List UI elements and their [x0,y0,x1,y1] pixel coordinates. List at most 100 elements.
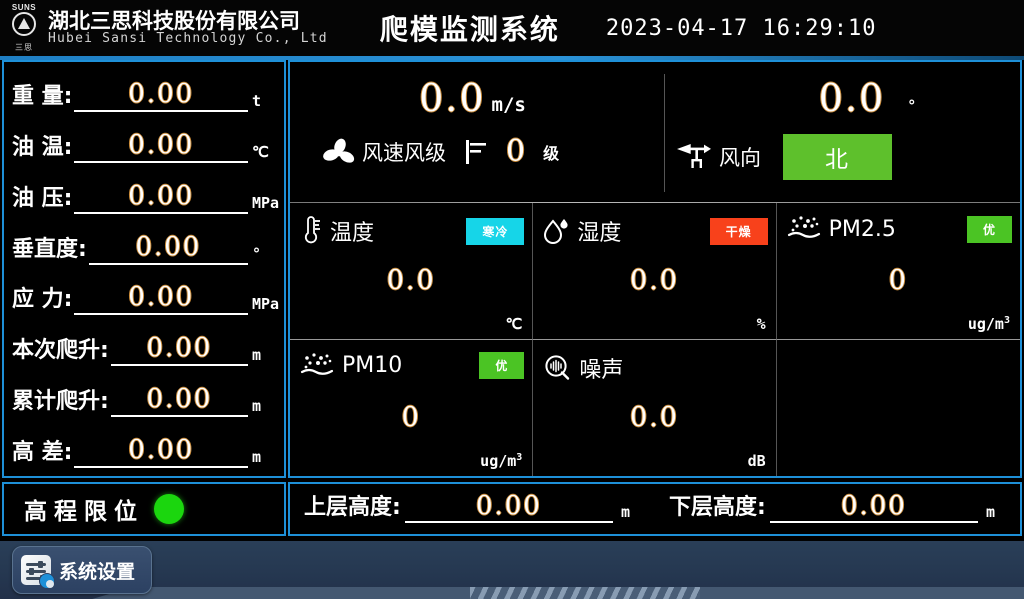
lower-height-field[interactable]: 0.00 [769,491,978,523]
sensor-value: 0.0 [630,265,679,296]
upper-height-field[interactable]: 0.00 [404,491,613,523]
measurement-value-field[interactable]: 0.00 [74,435,248,468]
weather-vane-icon [677,142,713,172]
measurement-unit: ℃ [252,143,269,162]
measurement-value-field[interactable]: 0.00 [110,384,248,417]
lower-height-value: 0.00 [840,491,907,521]
sensor-unit: ug/m3 [967,314,1010,333]
thermometer-icon [300,216,322,246]
measurement-unit: ° [252,244,262,263]
measurement-row-stress: 应 力: 0.00 MPa [4,271,284,317]
water-drop-icon [543,216,569,246]
lower-height-label: 下层高度: [669,495,766,520]
wind-section-divider [664,74,665,192]
measurement-value-field[interactable]: 0.00 [110,333,248,367]
environment-panel: 0.0 m/s [288,60,1022,478]
wind-direction-readout: 0.0 ° [655,76,1020,120]
sensor-cell-pm10: PM10 优 0 ug/m3 [290,339,534,476]
elevation-limit-panel: 高程限位 [2,482,286,536]
footer-row: 高程限位 上层高度: 0.00 m 下层高度: 0.00 m [0,482,1024,538]
taskbar: 系统设置 [0,541,1024,599]
measurement-value: 0.00 [128,434,195,465]
logo-circle-shape [12,12,36,36]
system-settings-button[interactable]: 系统设置 [12,546,152,594]
sensor-value: 0.0 [386,265,436,296]
sensor-grid: 温度 寒冷 0.0 ℃ [290,203,1020,476]
measurement-unit: m [252,447,262,466]
measurement-unit: MPa [252,295,280,314]
header-accent-bar [0,56,1024,60]
sensor-header: PM2.5 优 [787,215,1012,243]
measurement-value: 0.00 [128,180,195,211]
wind-speed-panel: 0.0 m/s [290,62,655,202]
measurement-row-weight: 重 量: 0.00 t [4,68,284,114]
sensor-name: 噪声 [579,357,624,383]
suns-logo-icon: SUNS 三思 [4,2,44,54]
measurement-row-oil-pressure: 油 压: 0.00 MPa [4,170,284,216]
measurement-unit: MPa [252,193,280,212]
upper-height-label: 上层高度: [304,495,401,520]
sensor-cell-pm25: PM2.5 优 0 ug/m3 [776,203,1020,340]
sensor-status-badge: 优 [966,215,1012,243]
sensor-name: 温度 [330,221,375,246]
wind-speed-label-row: 风速风级 0 级 [290,134,655,169]
logo-triangle-shape [18,18,30,29]
company-name-block: 湖北三思科技股份有限公司 Hubei Sansi Technology Co.,… [48,10,328,46]
wind-direction-label: 风向 [719,146,761,170]
gear-icon [40,574,54,588]
wind-direction-badge: 北 [783,134,892,180]
wind-speed-unit: m/s [491,94,526,116]
wind-level-value: 0 [506,134,526,169]
layer-height-panel: 上层高度: 0.00 m 下层高度: 0.00 m [288,482,1022,536]
sensor-unit: % [756,314,766,333]
upper-height-unit: m [621,503,631,521]
measurement-label: 重 量: [12,84,73,110]
dust-icon [300,352,334,380]
wind-speed-label: 风速风级 [362,140,446,165]
measurement-value: 0.00 [146,333,213,364]
measurement-unit: t [252,92,262,111]
page-title: 爬模监测系统 [379,13,560,46]
measurement-label: 应 力: [12,287,73,313]
lower-height-row: 下层高度: 0.00 m [655,489,1020,529]
measurement-unit: m [252,346,262,365]
measurement-label: 高 差: [12,439,73,465]
main-content: 重 量: 0.00 t 油 温: 0.00 ℃ 油 压: 0.00 MPa [0,60,1024,478]
sensor-cell-noise: 噪声 0.0 dB [533,339,777,476]
measurement-value-field[interactable]: 0.00 [88,231,248,265]
measurement-value-field[interactable]: 0.00 [74,79,248,113]
sensor-value: 0 [401,401,421,433]
sensor-status-badge: 优 [479,352,525,379]
sensor-header: PM10 优 [300,352,525,380]
dust-icon [787,215,821,243]
company-name-en: Hubei Sansi Technology Co., Ltd [48,31,328,47]
measurement-label: 油 压: [12,185,73,211]
wind-zone-bottom-divider [290,202,1020,203]
measurement-value: 0.00 [128,282,195,313]
measurement-row-oil-temperature: 油 温: 0.00 ℃ [4,119,284,165]
sensor-unit: dB [747,452,766,470]
upper-height-value: 0.00 [475,491,542,521]
elevation-limit-status-led [154,494,184,524]
wind-direction-unit: ° [907,97,917,115]
measurement-value: 0.00 [135,231,202,262]
sensor-cell-temperature: 温度 寒冷 0.0 ℃ [290,203,534,340]
sensor-header: 温度 寒冷 [300,215,525,247]
taskbar-stripe-hatch [470,587,700,599]
company-logo: SUNS 三思 湖北三思科技股份有限公司 Hubei Sansi Technol… [0,2,328,54]
wind-zone: 0.0 m/s [290,62,1020,203]
measurement-value-field[interactable]: 0.00 [74,181,248,214]
measurement-value-field[interactable]: 0.00 [74,282,248,316]
app-header: SUNS 三思 湖北三思科技股份有限公司 Hubei Sansi Technol… [0,0,1024,56]
sensor-unit: ug/m3 [480,452,523,470]
sensor-unit: ℃ [505,314,523,333]
company-name-cn: 湖北三思科技股份有限公司 [48,9,300,34]
measurement-row-current-climb: 本次爬升: 0.00 m [4,322,284,368]
datetime-display: 2023-04-17 16:29:10 [605,15,877,41]
measurement-row-verticality: 垂直度: 0.00 ° [4,221,284,267]
sensor-cell-humidity: 湿度 干燥 0.0 % [533,203,777,340]
measurement-value-field[interactable]: 0.00 [74,130,248,164]
measurement-label: 本次爬升: [12,338,109,364]
sensor-value: 0 [888,265,908,296]
